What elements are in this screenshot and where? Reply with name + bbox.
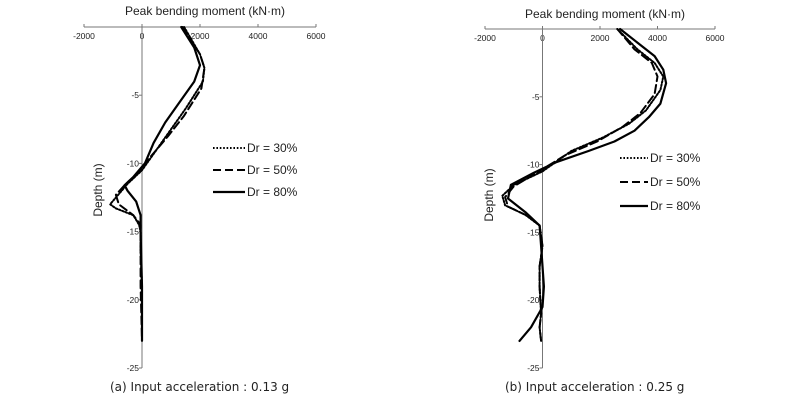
- x-tick-label: 4000: [249, 31, 268, 41]
- y-tick-label: -15: [127, 227, 140, 237]
- y-tick-label: -10: [527, 160, 540, 170]
- series-line-2: [114, 26, 206, 342]
- legend-label: Dr = 80%: [247, 185, 298, 199]
- series-line-3: [123, 25, 202, 342]
- caption-right: (b) Input acceleration : 0.25 g: [505, 380, 685, 394]
- chart-title: Peak bending moment (kN·m): [525, 7, 685, 21]
- chart-panel-2: Peak bending moment (kN·m)-2000020004000…: [474, 7, 725, 373]
- y-axis-label: Depth (m): [91, 163, 105, 216]
- chart-panel-1: Peak bending moment (kN·m)-2000020004000…: [73, 4, 326, 373]
- series-line-3: [506, 27, 668, 342]
- y-tick-label: -25: [127, 363, 140, 373]
- series-line-1: [109, 26, 206, 342]
- y-tick-label: -5: [131, 90, 139, 100]
- y-tick-label: -25: [527, 363, 540, 373]
- legend-label: Dr = 80%: [650, 199, 701, 213]
- y-tick-label: -10: [127, 158, 140, 168]
- x-tick-label: 4000: [648, 33, 667, 43]
- x-tick-label: -2000: [73, 31, 95, 41]
- chart-title: Peak bending moment (kN·m): [125, 4, 285, 18]
- y-tick-label: -5: [532, 92, 540, 102]
- y-tick-label: -20: [127, 295, 140, 305]
- y-axis-label: Depth (m): [482, 168, 496, 221]
- series-line-1: [501, 28, 665, 342]
- legend-label: Dr = 30%: [247, 141, 298, 155]
- x-tick-label: 2000: [191, 31, 210, 41]
- legend-label: Dr = 50%: [247, 163, 298, 177]
- x-tick-label: 2000: [591, 33, 610, 43]
- legend-label: Dr = 30%: [650, 151, 701, 165]
- legend-label: Dr = 50%: [650, 175, 701, 189]
- y-tick-label: -15: [527, 227, 540, 237]
- x-tick-label: 6000: [706, 33, 725, 43]
- x-tick-label: -2000: [474, 33, 496, 43]
- caption-left: (a) Input acceleration : 0.13 g: [110, 380, 290, 394]
- y-tick-label: -20: [527, 295, 540, 305]
- x-tick-label: 6000: [307, 31, 326, 41]
- series-line-2: [504, 28, 659, 342]
